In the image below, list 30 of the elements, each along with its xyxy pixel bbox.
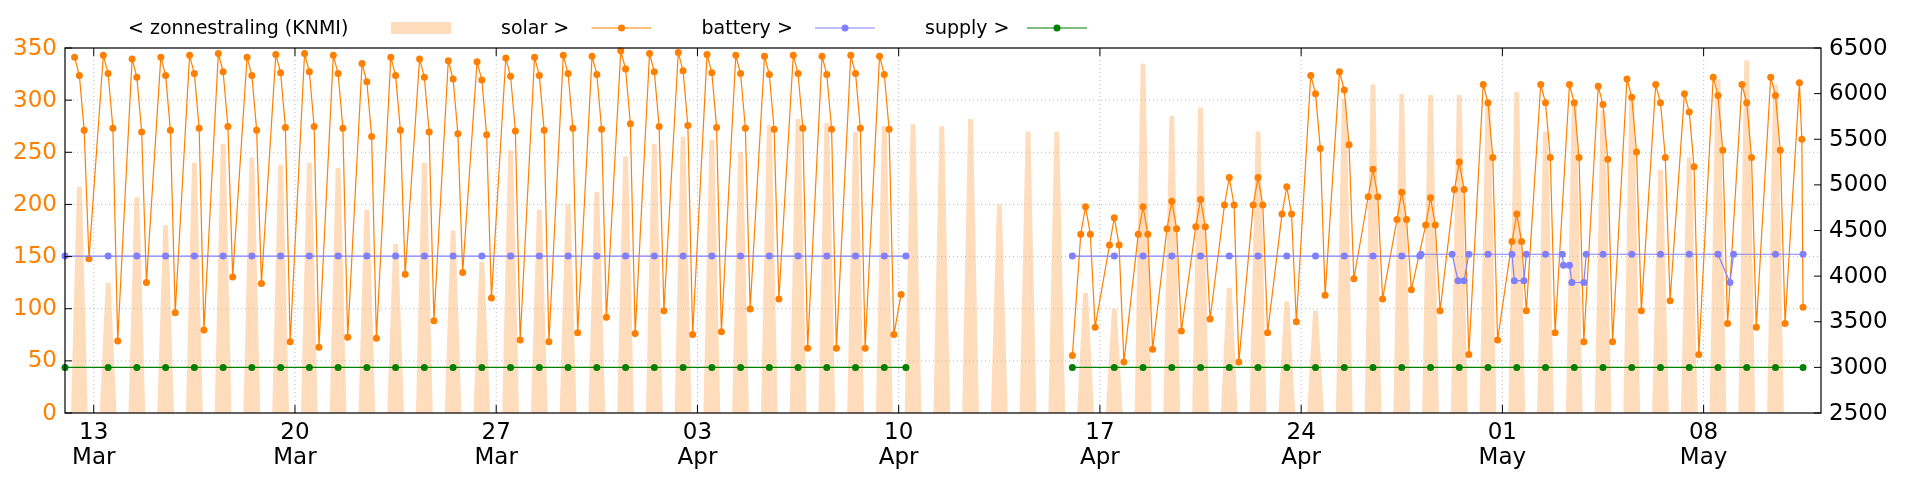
legend-label: battery > xyxy=(701,15,793,38)
y2-tick-label: 5000 xyxy=(1829,170,1888,197)
x-tick-label: 20 Mar xyxy=(273,418,318,469)
y2-tick-label: 4000 xyxy=(1829,261,1888,288)
x-tick-label: 08 May xyxy=(1679,418,1728,469)
x-tick-label: 10 Apr xyxy=(878,418,920,469)
legend-label: < zonnestraling (KNMI) xyxy=(128,15,349,38)
y2-tick-label: 5500 xyxy=(1829,124,1888,151)
x-tick-label: 27 Mar xyxy=(474,418,519,469)
y2-tick-label: 4500 xyxy=(1829,216,1888,242)
y-tick-label: 150 xyxy=(13,242,57,269)
x-tick-label: 17 Apr xyxy=(1080,418,1121,469)
y2-tick-label: 6500 xyxy=(1829,33,1888,60)
y-tick-label: 200 xyxy=(13,189,57,216)
y-tick-label: 300 xyxy=(13,85,57,112)
y2-tick-label: 6000 xyxy=(1829,79,1888,106)
y-tick-label: 50 xyxy=(27,346,57,373)
x-tick-label: 24 Apr xyxy=(1281,418,1322,469)
x-tick-label: 03 Apr xyxy=(677,418,718,469)
y2-tick-label: 3500 xyxy=(1829,307,1888,334)
x-tick-label: 01 May xyxy=(1478,418,1527,469)
legend-label: solar > xyxy=(501,15,570,38)
y-tick-label: 100 xyxy=(13,294,57,321)
y2-tick-label: 3000 xyxy=(1829,352,1888,379)
y2-tick-label: 2500 xyxy=(1829,398,1888,425)
x-tick-label: 13 Mar xyxy=(72,418,116,469)
legend-label: supply > xyxy=(925,15,1010,38)
y-tick-label: 0 xyxy=(42,398,57,425)
y-tick-label: 350 xyxy=(13,33,57,60)
y-tick-label: 250 xyxy=(13,137,57,164)
